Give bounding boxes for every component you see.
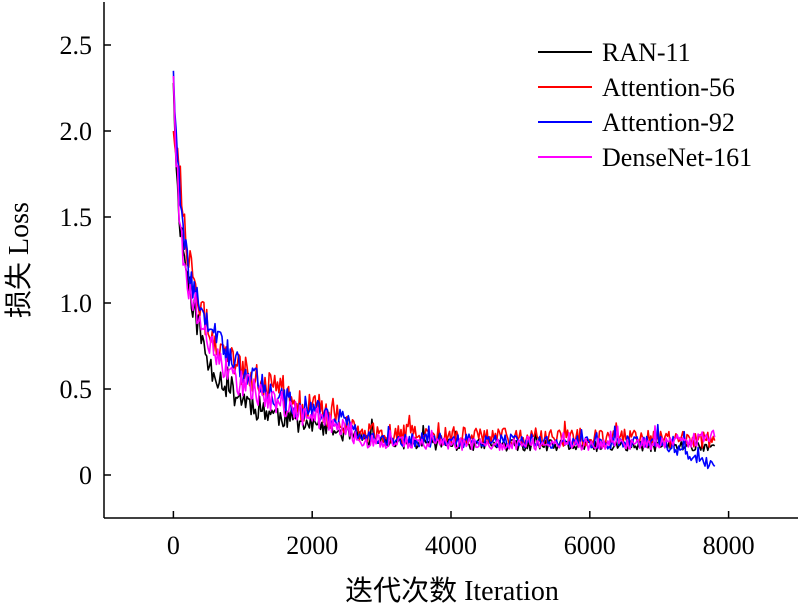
x-ticks: 0 2000 4000 6000 8000 (167, 511, 755, 560)
y-ticks: 0 0.5 1.0 1.5 2.0 2.5 (60, 31, 111, 490)
series-line (172, 82, 716, 453)
y-tick-label: 0.5 (60, 375, 93, 404)
y-tick-label: 0 (79, 461, 92, 490)
series-line (172, 75, 716, 452)
x-tick-label: 8000 (703, 531, 755, 560)
legend-label: Attention-92 (602, 108, 735, 137)
legend-label: Attention-56 (602, 73, 735, 102)
legend: RAN-11 Attention-56 Attention-92 DenseNet-1… (538, 38, 752, 172)
legend-label: RAN-11 (602, 38, 691, 67)
series-line (172, 130, 716, 449)
y-tick-label: 1.5 (60, 203, 93, 232)
y-tick-label: 2.5 (60, 31, 93, 60)
x-axis-title: 迭代次数 Iteration (345, 575, 559, 607)
y-tick-label: 2.0 (60, 117, 93, 146)
x-tick-label: 2000 (286, 531, 338, 560)
x-tick-label: 4000 (425, 531, 477, 560)
x-tick-label: 0 (167, 531, 180, 560)
y-axis-title: 损失 Loss (3, 202, 35, 318)
plot-lines (172, 70, 716, 470)
x-tick-label: 6000 (564, 531, 616, 560)
legend-label: DenseNet-161 (602, 143, 752, 172)
y-tick-label: 1.0 (60, 289, 93, 318)
